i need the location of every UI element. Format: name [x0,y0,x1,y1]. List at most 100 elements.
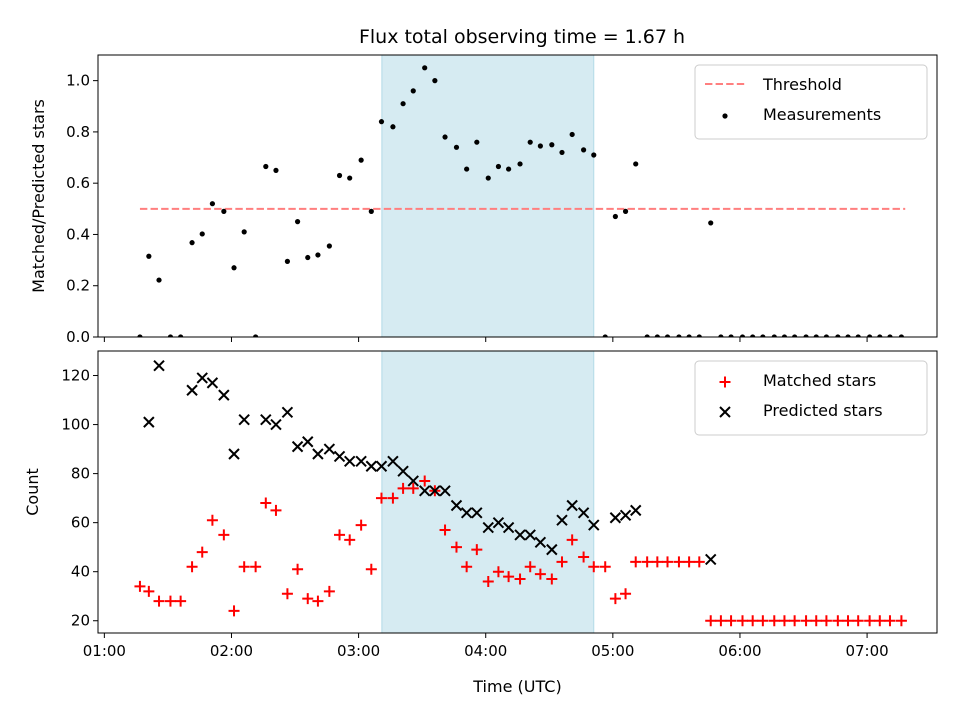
data-point [418,485,431,497]
data-point [400,101,406,107]
data-point [813,334,819,337]
data-point [250,561,262,573]
data-point [460,507,473,519]
data-point [153,595,165,607]
data-point [464,166,470,172]
data-point [450,541,462,553]
legend: Matched stars Predicted stars [694,360,928,436]
y-tick-label: 0.8 [66,123,90,141]
data-point [609,593,621,605]
data-point [835,334,841,337]
data-point [739,334,746,337]
data-point [887,334,893,337]
data-point [683,556,695,568]
data-point [506,166,512,172]
data-point [537,143,543,149]
x-tick-label: 04:00 [464,642,507,660]
data-point [390,124,396,130]
data-point [884,615,896,627]
data-point [696,334,702,337]
data-point [375,460,388,472]
data-point [867,334,873,337]
data-point [641,556,653,568]
data-point [178,334,184,337]
data-point [524,529,536,541]
y-tick-label: 0.6 [66,174,90,192]
data-point [186,384,198,396]
data-point [591,152,597,158]
data-point [864,615,876,627]
legend-box [694,360,928,436]
data-point [527,139,533,145]
data-point [432,78,438,84]
x-tick-label: 07:00 [845,642,888,660]
data-point [260,413,272,426]
data-point [664,334,671,337]
legend-label: Matched stars [763,371,876,390]
data-point [474,139,480,145]
ratio-panel: 0.0 0.2 0.4 0.6 0.8 1.0 Matched/Predicted star… [29,54,938,346]
data-point [718,334,724,337]
data-point [514,573,526,585]
legend-marker [722,113,728,119]
data-point [358,157,364,163]
data-point [397,465,409,477]
data-point [471,507,483,519]
data-point [410,88,416,94]
count-panel: 20 40 60 80 100 120 01:00 02:00 03:00 04:00 05:00 0… [23,350,938,696]
data-point [134,580,146,592]
data-point [644,334,650,337]
data-point [803,334,809,337]
legend-label: Threshold [762,75,842,94]
data-point [453,144,460,150]
data-point [471,544,483,556]
data-point [877,334,883,337]
data-point [355,519,367,531]
y-tick-label: 60 [71,514,90,532]
data-point [315,252,321,258]
y-tick-label: 0.0 [66,328,90,346]
data-point [199,231,205,237]
data-point [588,519,600,531]
data-point [514,529,526,541]
axes-frame [97,54,938,338]
data-point [619,509,632,522]
data-point [419,475,431,487]
data-point [294,219,301,225]
data-point [581,147,587,153]
series-matched-stars [134,475,907,627]
data-point [291,440,304,453]
data-point [175,595,187,607]
plot-area [137,55,906,337]
data-point [609,512,622,524]
data-point [450,499,463,512]
data-point [855,334,861,337]
chart-title: Flux total observing time = 1.67 h [359,26,685,48]
x-tick-label: 02:00 [210,642,253,660]
data-point [705,615,717,627]
data-point [397,482,409,494]
data-point [673,556,685,568]
y-tick-label: 1.0 [66,72,90,90]
legend-label: Measurements [763,105,881,124]
data-point [502,521,515,534]
data-point [284,258,291,264]
data-point [566,499,578,512]
data-point [312,448,324,460]
legend-marker [719,376,731,388]
legend-label: Predicted stars [763,401,883,420]
data-point [898,334,905,337]
data-point [750,334,756,337]
data-point [705,553,717,566]
data-point [534,536,547,548]
data-point [747,615,759,627]
data-point [662,556,674,568]
data-point [599,561,611,573]
data-point [845,334,851,337]
data-point [588,561,600,573]
data-point [442,134,448,140]
data-point [263,163,269,170]
data-point [823,334,830,337]
data-point [323,585,335,597]
y-axis-label: Matched/Predicted stars [29,99,48,293]
